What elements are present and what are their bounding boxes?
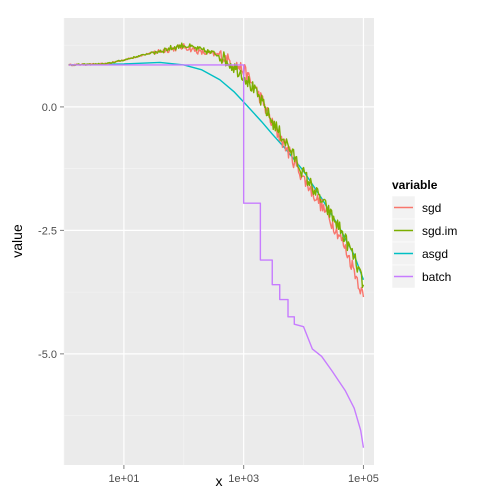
x-tick-label: 1e+01 bbox=[108, 473, 139, 485]
series-lines bbox=[68, 42, 365, 448]
x-tick-label: 1e+03 bbox=[228, 473, 259, 485]
y-tick-label: -2.5 bbox=[38, 225, 57, 237]
x-axis-title: x bbox=[216, 473, 223, 489]
grid bbox=[63, 18, 374, 465]
x-axis: 1e+01 1e+03 1e+05 bbox=[108, 465, 379, 485]
y-tick-label: -5.0 bbox=[38, 349, 57, 361]
legend-label: batch bbox=[422, 270, 451, 284]
x-tick-label: 1e+05 bbox=[348, 473, 379, 485]
legend-label: sgd.im bbox=[422, 224, 457, 238]
y-tick-label: 0.0 bbox=[42, 102, 57, 114]
legend-title: variable bbox=[392, 178, 438, 192]
series-line-batch bbox=[68, 64, 365, 448]
plot-panel bbox=[64, 18, 374, 465]
legend: variable sgd sgd.im asgd batch bbox=[391, 178, 457, 289]
legend-label: sgd bbox=[422, 201, 441, 215]
legend-label: asgd bbox=[422, 247, 448, 261]
y-axis: 0.0 -2.5 -5.0 bbox=[38, 102, 64, 361]
series-line-sgd-im bbox=[68, 42, 365, 289]
y-axis-title: value bbox=[9, 224, 25, 258]
